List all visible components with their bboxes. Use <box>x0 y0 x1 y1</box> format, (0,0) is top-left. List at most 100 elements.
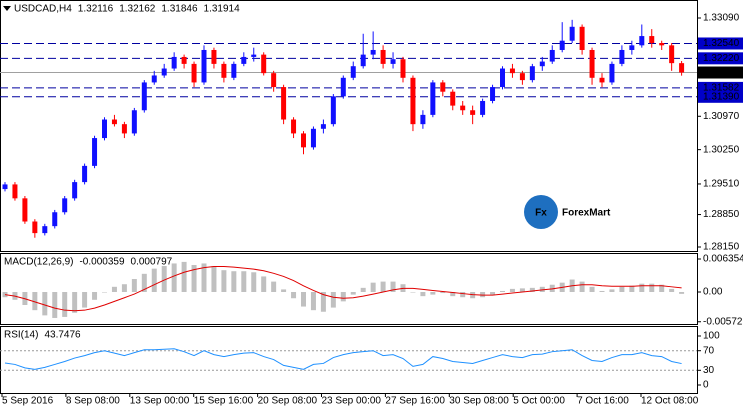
y-tick-label: 70 <box>703 345 715 356</box>
y-tick-label: -0.005726 <box>703 316 743 327</box>
candle-body <box>450 91 456 106</box>
level-tag <box>698 37 743 50</box>
level-label: 1.32540 <box>703 38 740 49</box>
macd-bar <box>102 292 107 293</box>
x-tick-label: 27 Sep 16:00 <box>385 396 445 407</box>
macd-bar <box>72 292 78 313</box>
macd-bar <box>679 292 685 294</box>
y-tick-label: 0.00 <box>703 287 723 298</box>
macd-bar <box>42 292 48 316</box>
macd-bar <box>82 292 88 308</box>
y-tick-label: 1.30970 <box>703 111 740 122</box>
y-tick-label: 1.29510 <box>703 179 740 190</box>
x-tick-label: 5 Oct 00:00 <box>513 396 565 407</box>
candle-body <box>609 63 615 83</box>
macd-bar <box>261 276 267 293</box>
header-text: 0.000797 <box>131 257 173 268</box>
header-text: MACD(12,26,9) <box>4 257 73 268</box>
header-text: -0.000359 <box>79 257 124 268</box>
candle-body <box>589 49 595 78</box>
candle-body <box>599 77 605 83</box>
candle-body <box>519 73 525 81</box>
candle-body <box>281 87 287 120</box>
candle-body <box>340 77 346 97</box>
macd-bar <box>360 287 366 293</box>
pane-frame <box>0 0 698 252</box>
x-tick-label: 15 Sep 16:00 <box>194 396 254 407</box>
candle-body <box>310 128 316 148</box>
candle-body <box>191 63 197 83</box>
candle-body <box>679 63 685 73</box>
level-label: 1.31582 <box>703 83 740 94</box>
candle-body <box>181 56 187 64</box>
candle-body <box>370 49 376 55</box>
candle-body <box>221 63 227 78</box>
pane-frame <box>0 253 698 325</box>
macd-bar <box>539 286 545 293</box>
macd-bar <box>470 292 476 299</box>
macd-bar <box>271 281 277 293</box>
macd-bar <box>92 292 98 300</box>
header-text: 1.31846 <box>161 4 198 15</box>
candle-body <box>171 56 177 69</box>
candle-body <box>92 138 98 166</box>
macd-bar <box>121 284 127 293</box>
watermark: ForexMart <box>562 208 611 219</box>
macd-bar <box>619 286 625 293</box>
y-tick-label: 1.28850 <box>703 209 740 220</box>
candle-body <box>22 198 28 222</box>
macd-bar <box>161 266 167 293</box>
macd-bar <box>450 292 456 297</box>
candle-body <box>141 82 147 111</box>
candle-body <box>320 124 326 129</box>
x-tick-label: 23 Sep 00:00 <box>322 396 382 407</box>
candle-body <box>649 36 655 44</box>
macd-bar <box>62 292 68 317</box>
level-tag <box>698 52 743 65</box>
macd-bar <box>609 289 615 293</box>
macd-bar <box>281 289 287 293</box>
x-tick-label: 5 Sep 2016 <box>2 396 54 407</box>
candle-body <box>251 54 257 57</box>
candle-body <box>201 49 207 83</box>
macd-bar <box>32 292 38 311</box>
macd-bar <box>440 292 446 294</box>
macd-bar <box>251 272 257 293</box>
candle-body <box>549 49 555 62</box>
candle-body <box>390 59 396 64</box>
macd-bar <box>599 290 605 293</box>
macd-bar <box>181 261 187 293</box>
candle-body <box>470 110 476 115</box>
macd-bar <box>480 292 486 298</box>
pane-frame <box>0 326 698 394</box>
macd-bar <box>500 290 505 293</box>
candle-body <box>161 68 167 76</box>
y-tick-label: 1.33090 <box>703 13 740 24</box>
macd-bar <box>589 286 595 293</box>
candle-body <box>42 226 48 234</box>
candle-body <box>32 221 38 234</box>
y-tick-label: 0 <box>703 380 709 391</box>
y-tick-label: 1.28150 <box>703 242 740 253</box>
candle-body <box>330 96 336 125</box>
candle-body <box>12 184 18 199</box>
candle-body <box>509 68 515 74</box>
candle-body <box>619 49 625 64</box>
macd-bar <box>211 266 217 293</box>
candle-body <box>529 66 535 81</box>
macd-bar <box>141 273 147 293</box>
candle-body <box>559 40 565 50</box>
x-tick-label: 8 Sep 08:00 <box>66 396 120 407</box>
candle-body <box>82 165 88 183</box>
candle-body <box>400 59 406 78</box>
candle-body <box>629 45 635 50</box>
candle-body <box>102 119 107 139</box>
header-text: 1.31914 <box>204 4 241 15</box>
x-tick-label: 13 Sep 00:00 <box>130 396 190 407</box>
macd-bar <box>410 292 416 293</box>
macd-bar <box>340 292 346 302</box>
macd-bar <box>519 288 525 293</box>
macd-bar <box>549 284 555 293</box>
